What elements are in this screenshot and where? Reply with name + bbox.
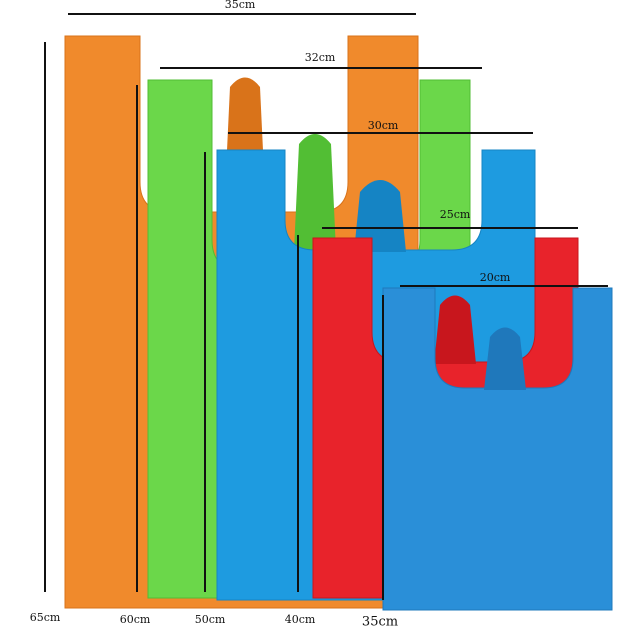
gusset xyxy=(484,327,526,390)
width-label: 35cm xyxy=(225,0,256,11)
height-label: 50cm xyxy=(195,613,226,626)
height-label: 60cm xyxy=(120,613,151,626)
gusset xyxy=(434,295,476,364)
height-label: 65cm xyxy=(30,611,61,624)
width-label: 32cm xyxy=(305,51,336,64)
bag xyxy=(382,287,613,611)
bags xyxy=(64,35,613,611)
height-label: 40cm xyxy=(285,613,316,626)
height-label: 35cm xyxy=(362,615,398,630)
width-label: 20cm xyxy=(480,271,511,284)
gusset xyxy=(354,180,406,252)
width-label: 25cm xyxy=(440,208,471,221)
width-label: 30cm xyxy=(368,119,399,132)
